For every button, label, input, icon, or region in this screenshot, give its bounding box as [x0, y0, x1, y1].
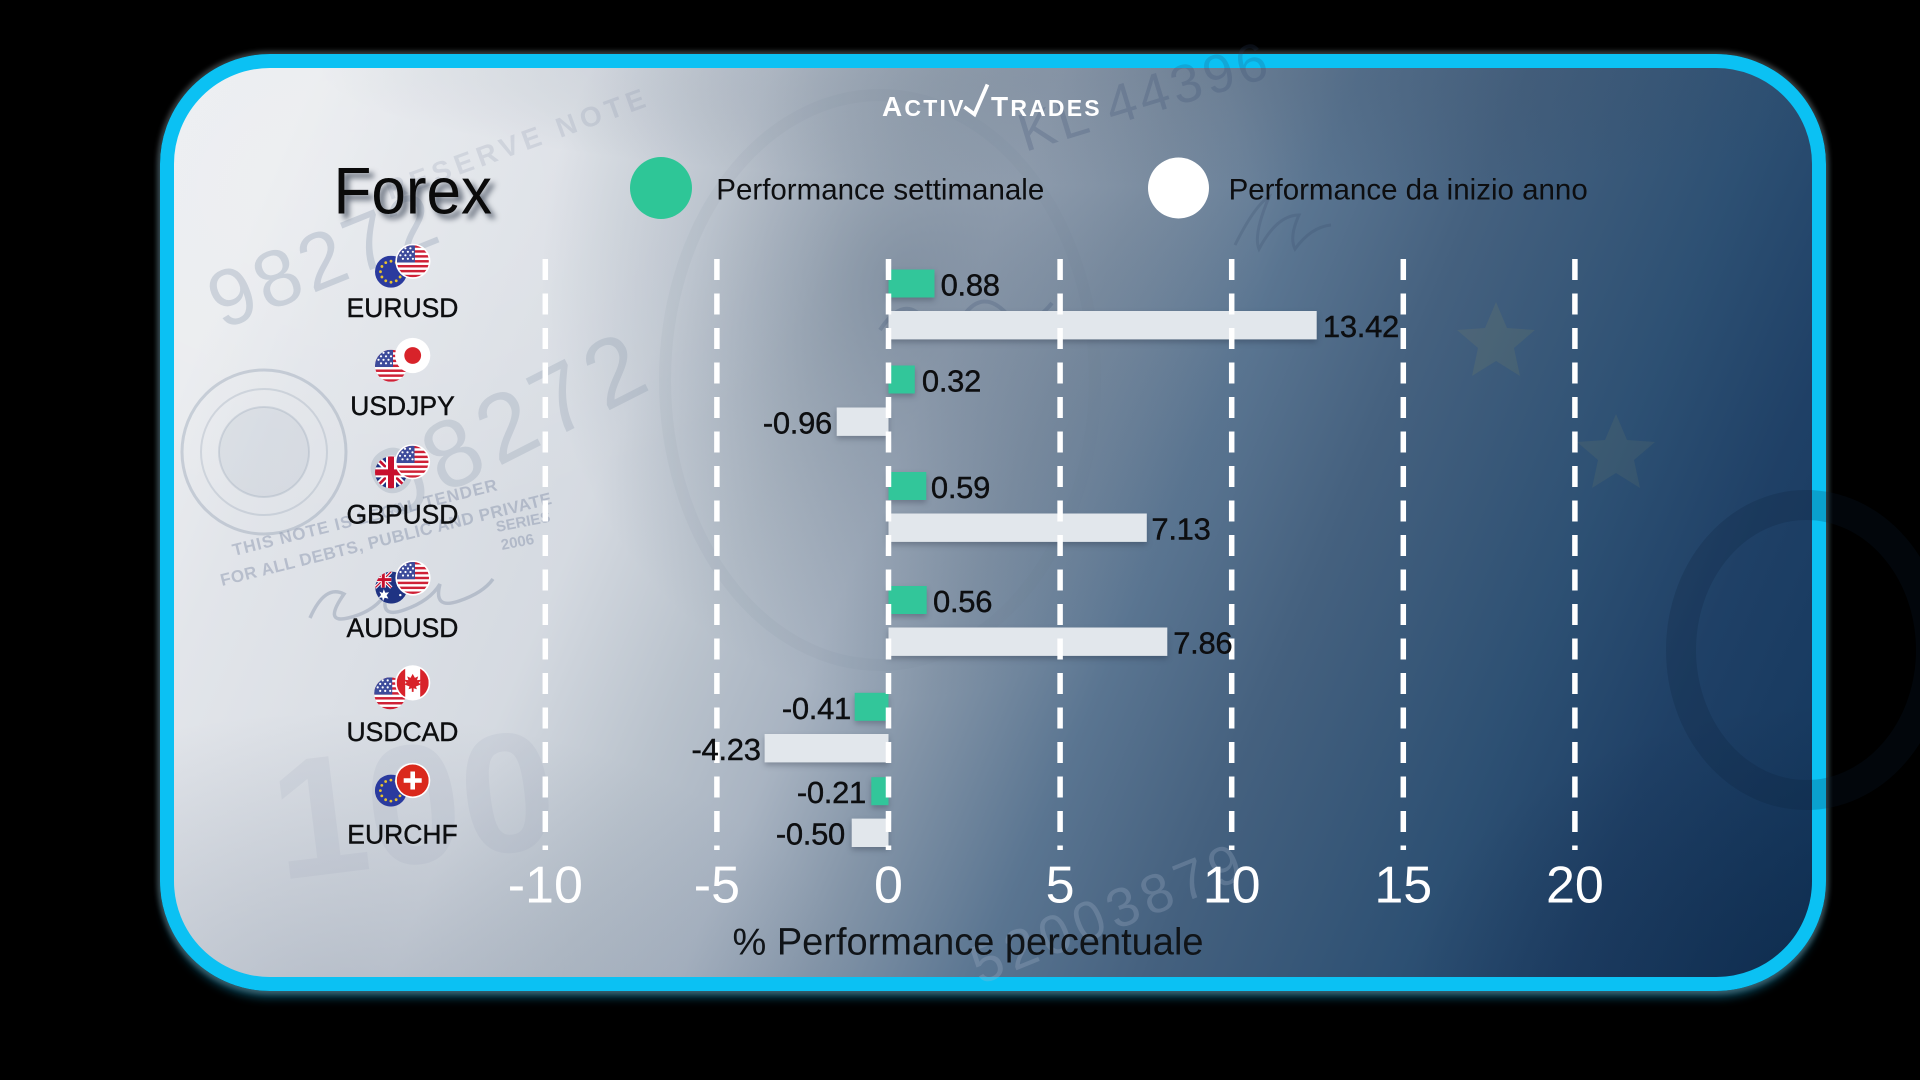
svg-text:Forex: Forex	[334, 154, 493, 228]
svg-text:-10: -10	[508, 856, 583, 914]
svg-text:-0.21: -0.21	[797, 775, 866, 810]
svg-text:15: 15	[1374, 856, 1432, 914]
svg-text:7.86: 7.86	[1173, 626, 1232, 661]
svg-text:% Performance percentuale: % Performance percentuale	[732, 922, 1203, 964]
svg-text:-0.50: -0.50	[776, 817, 845, 852]
svg-text:ACTIV: ACTIV	[882, 91, 966, 122]
svg-text:-0.41: -0.41	[782, 691, 851, 726]
svg-text:TRADES: TRADES	[991, 91, 1102, 122]
svg-text:10: 10	[1203, 856, 1261, 914]
svg-text:20: 20	[1546, 856, 1604, 914]
svg-text:0: 0	[874, 856, 903, 914]
svg-text:-0.96: -0.96	[763, 406, 832, 441]
svg-text:5: 5	[1046, 856, 1075, 914]
svg-text:EURCHF: EURCHF	[347, 820, 457, 850]
svg-text:100: 100	[261, 694, 566, 917]
svg-text:-5: -5	[694, 856, 740, 914]
svg-text:-4.23: -4.23	[692, 732, 761, 767]
svg-text:0.59: 0.59	[931, 470, 990, 505]
svg-text:EURUSD: EURUSD	[347, 293, 459, 323]
svg-text:7.13: 7.13	[1151, 512, 1210, 547]
svg-text:Performance settimanale: Performance settimanale	[716, 174, 1044, 207]
svg-text:0.32: 0.32	[922, 364, 981, 399]
svg-text:Performance da inizio anno: Performance da inizio anno	[1229, 174, 1588, 207]
svg-text:USDJPY: USDJPY	[350, 391, 455, 421]
svg-text:AUDUSD: AUDUSD	[347, 613, 459, 643]
svg-text:13.42: 13.42	[1323, 309, 1399, 344]
svg-text:GBPUSD: GBPUSD	[347, 500, 459, 530]
svg-text:2006: 2006	[500, 531, 536, 554]
svg-text:0.88: 0.88	[941, 268, 1000, 303]
svg-text:0.56: 0.56	[933, 584, 992, 619]
svg-text:USDCAD: USDCAD	[347, 717, 459, 747]
